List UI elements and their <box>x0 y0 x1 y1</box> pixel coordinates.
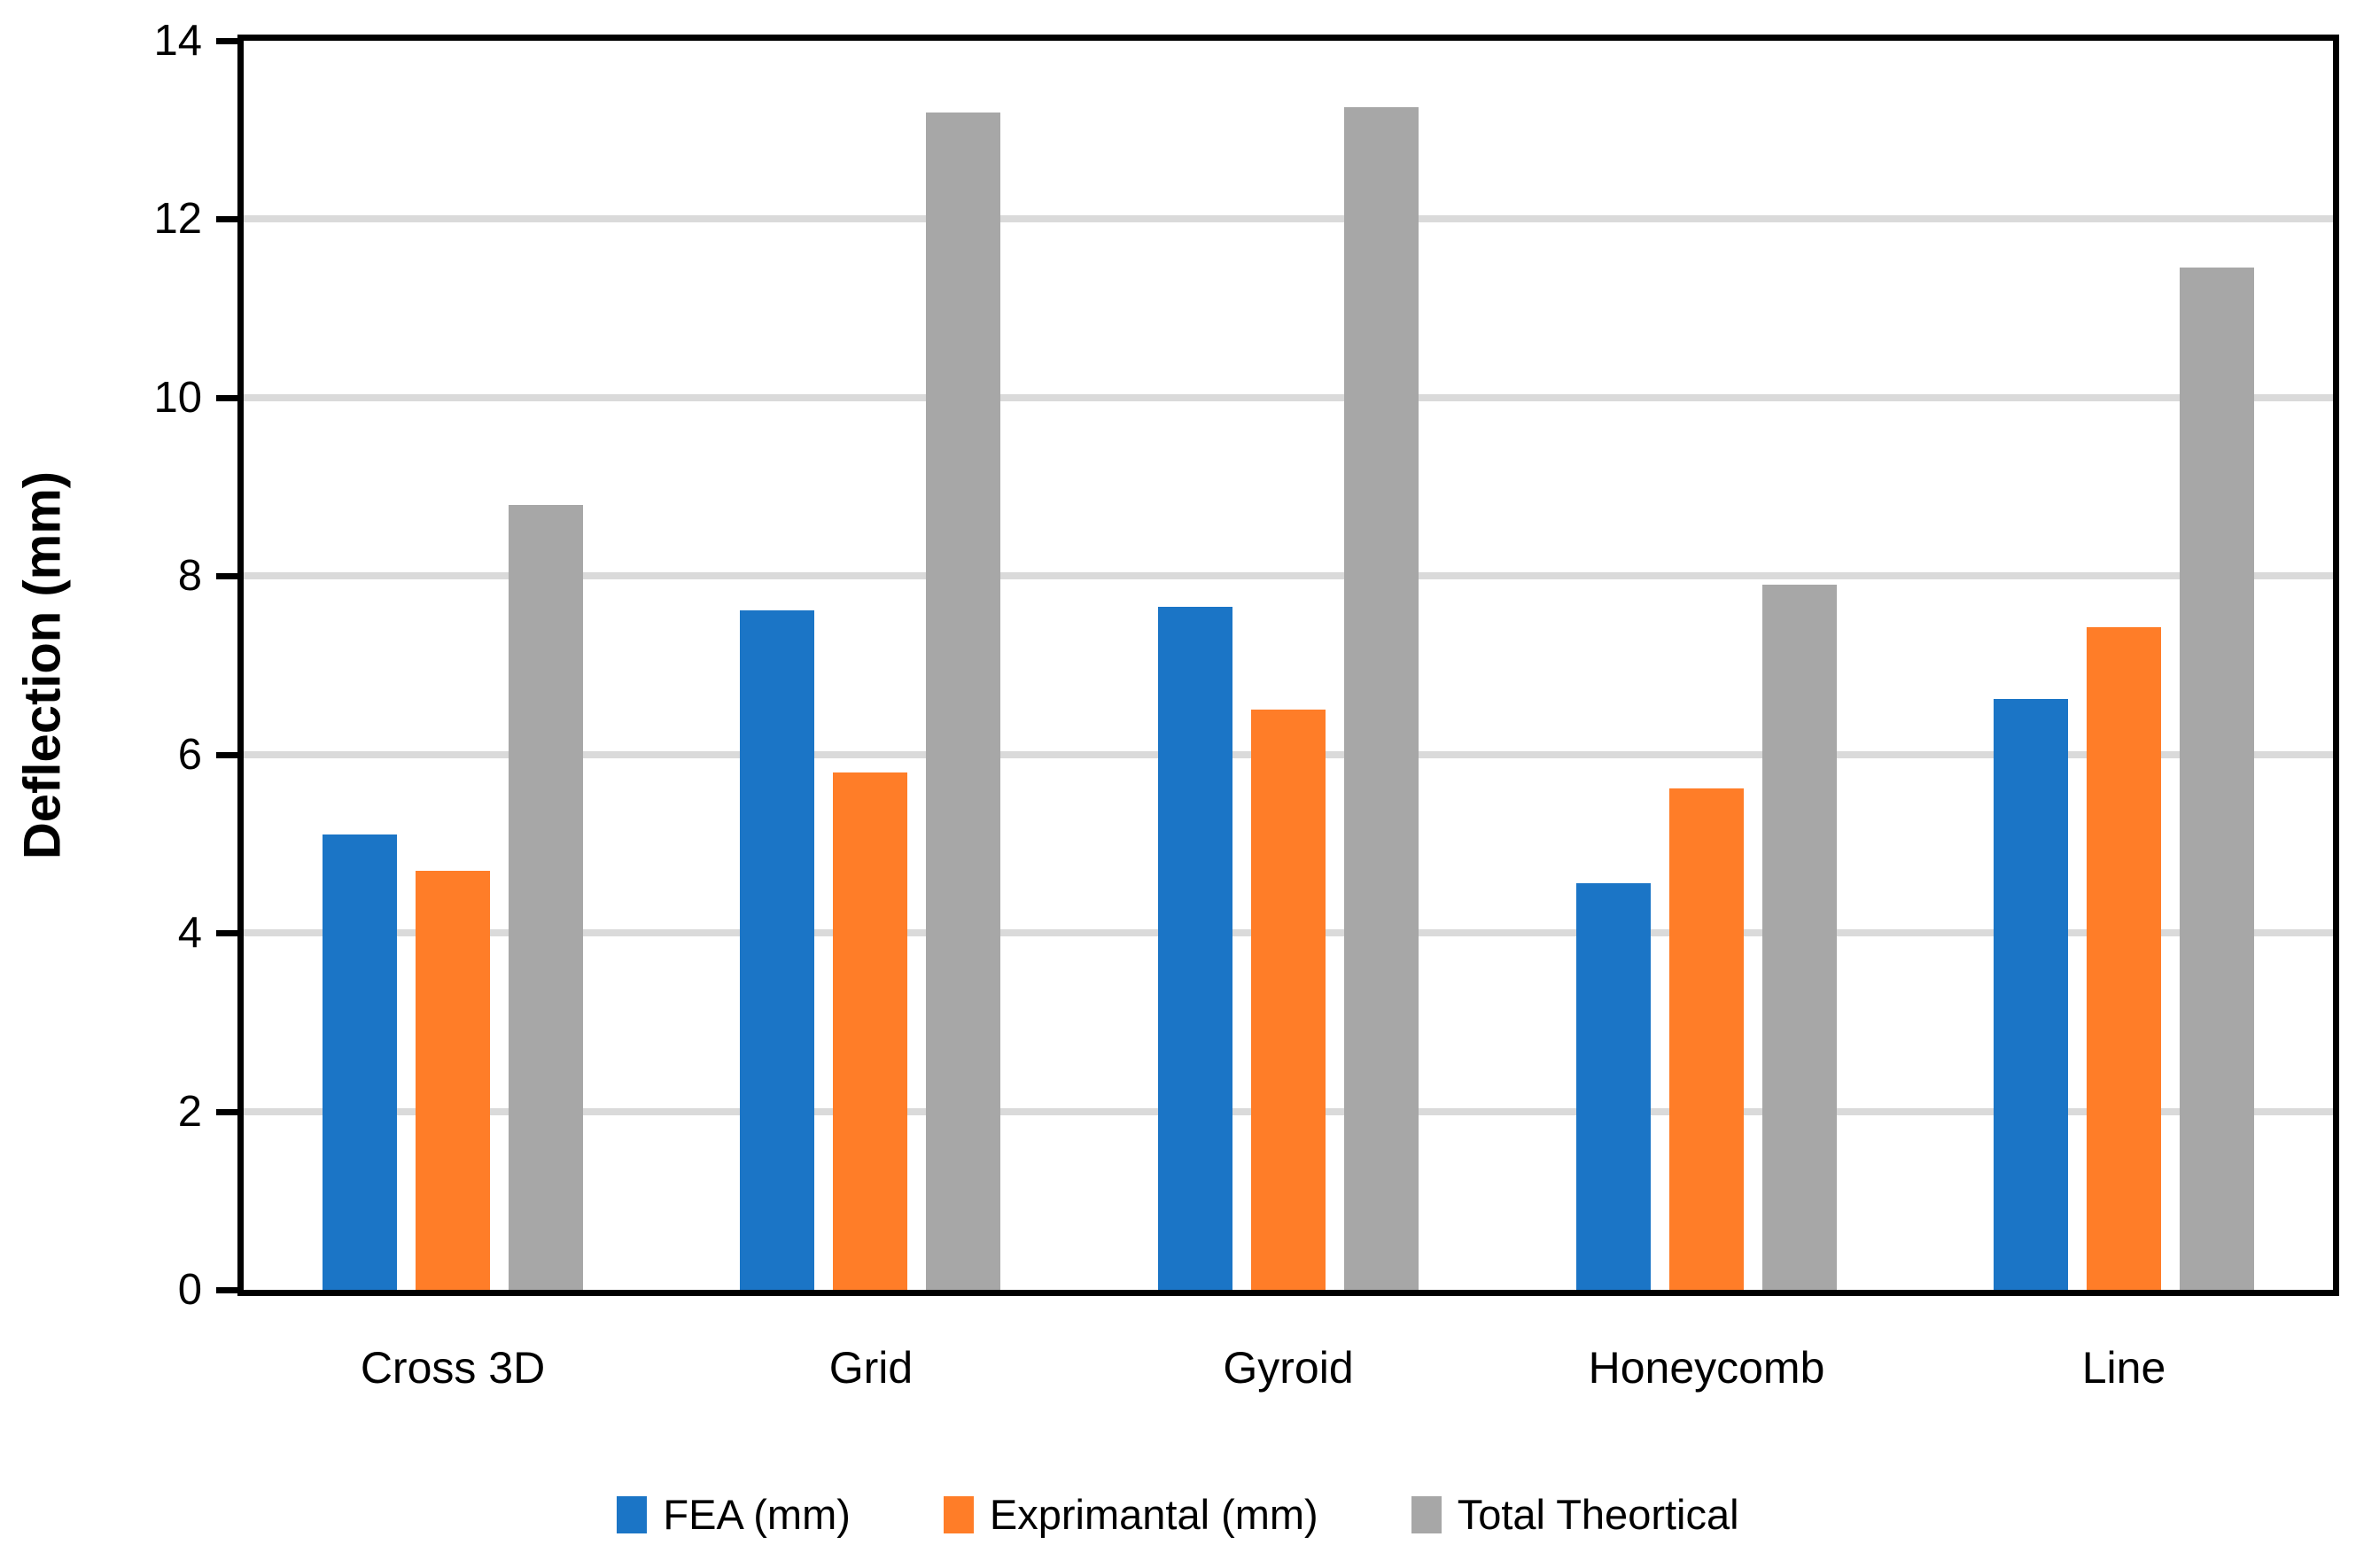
bar-fea-mm--honeycomb <box>1576 883 1651 1290</box>
bar-total-theortical-line <box>2180 268 2254 1290</box>
y-axis-tick <box>216 216 237 222</box>
bar-exprimantal-mm--line <box>2087 627 2161 1290</box>
bar-fea-mm--line <box>1994 699 2068 1290</box>
y-axis-tick <box>216 38 237 44</box>
y-tick-label: 12 <box>153 195 202 243</box>
plot-area <box>237 35 2339 1296</box>
gridline <box>244 215 2333 223</box>
bar-exprimantal-mm--gyroid <box>1251 710 1326 1290</box>
legend-item-exprimantal-mm-: Exprimantal (mm) <box>943 1490 1318 1539</box>
y-tick-label: 2 <box>177 1088 202 1136</box>
category-label-grid: Grid <box>828 1343 914 1393</box>
y-tick-label: 6 <box>177 731 202 779</box>
legend-item-fea-mm-: FEA (mm) <box>617 1490 851 1539</box>
legend-swatch-icon <box>1411 1495 1442 1533</box>
y-axis-tick <box>216 930 237 936</box>
legend-swatch-icon <box>617 1495 648 1533</box>
y-axis-tick <box>216 395 237 401</box>
legend-label: Total Theortical <box>1457 1491 1739 1538</box>
y-axis-tick <box>216 1287 237 1293</box>
legend-item-total-theortical: Total Theortical <box>1411 1490 1739 1539</box>
y-tick-label: 0 <box>177 1266 202 1314</box>
y-tick-label: 14 <box>153 17 202 65</box>
gridline <box>244 393 2333 401</box>
category-label-honeycomb: Honeycomb <box>1588 1343 1825 1393</box>
y-tick-label: 10 <box>153 374 202 422</box>
y-axis-tick <box>216 752 237 758</box>
bar-exprimantal-mm--cross-3d <box>416 871 490 1290</box>
bar-total-theortical-gyroid <box>1344 107 1419 1290</box>
bar-fea-mm--cross-3d <box>323 834 397 1290</box>
y-axis-title: Deflection (mm) <box>13 470 72 860</box>
bar-exprimantal-mm--grid <box>833 772 907 1290</box>
category-label-cross-3d: Cross 3D <box>360 1343 546 1393</box>
legend-swatch-icon <box>943 1495 974 1533</box>
bar-fea-mm--grid <box>740 610 814 1290</box>
y-tick-label: 8 <box>177 552 202 600</box>
bar-total-theortical-cross-3d <box>509 505 583 1290</box>
category-label-line: Line <box>2081 1343 2166 1393</box>
gridline <box>244 572 2333 580</box>
legend: FEA (mm) Exprimantal (mm) Total Theortical <box>0 1490 2356 1539</box>
category-label-gyroid: Gyroid <box>1223 1343 1354 1393</box>
y-axis-tick <box>216 1109 237 1115</box>
bar-fea-mm--gyroid <box>1158 607 1232 1290</box>
bar-exprimantal-mm--honeycomb <box>1669 788 1744 1290</box>
bar-total-theortical-grid <box>926 113 1000 1290</box>
y-tick-label: 4 <box>177 909 202 957</box>
y-axis-tick <box>216 573 237 579</box>
bar-total-theortical-honeycomb <box>1762 585 1837 1290</box>
legend-label: FEA (mm) <box>663 1491 851 1538</box>
legend-label: Exprimantal (mm) <box>989 1491 1318 1538</box>
